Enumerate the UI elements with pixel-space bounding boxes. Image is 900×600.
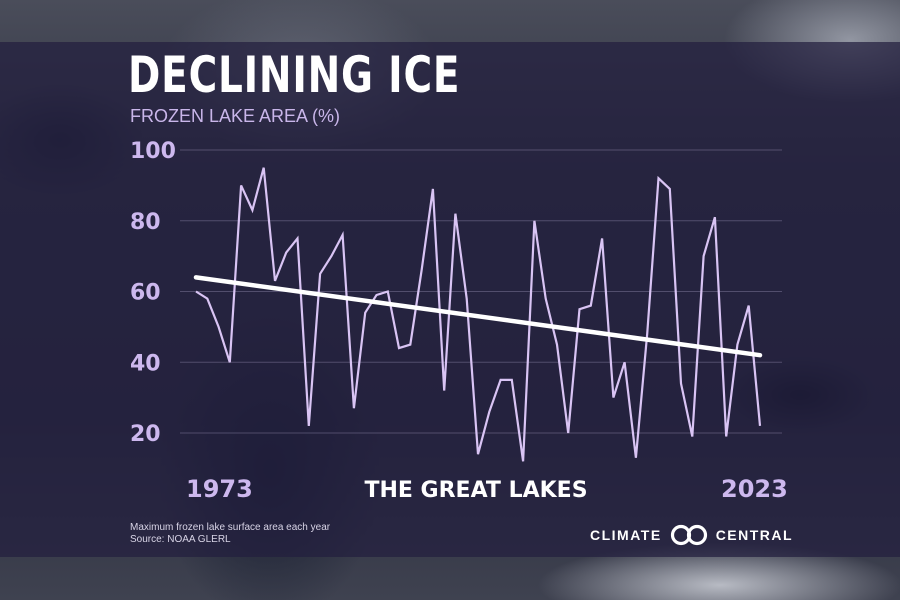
brand-left: CLIMATE: [590, 527, 662, 543]
y-tick-label: 40: [130, 351, 161, 376]
linked-rings-icon: [670, 524, 707, 546]
trend-line: [193, 275, 763, 358]
series-line: [195, 167, 762, 462]
footnote-source: Source: NOAA GLERL: [130, 534, 231, 545]
y-tick-label: 20: [130, 422, 161, 447]
region-label: THE GREAT LAKES: [364, 478, 587, 503]
x-end-label: 2023: [721, 475, 788, 503]
brand-right: CENTRAL: [715, 527, 794, 543]
y-tick-label: 80: [130, 210, 161, 235]
footnote-description: Maximum frozen lake surface area each ye…: [130, 522, 331, 533]
chart-title: DECLINING ICE: [128, 46, 461, 104]
y-tick-label: 100: [130, 139, 176, 164]
brand-logo[interactable]: CLIMATE CENTRAL: [590, 524, 793, 546]
chart-subtitle: FROZEN LAKE AREA (%): [130, 106, 341, 126]
y-tick-label: 60: [130, 281, 161, 306]
x-start-label: 1973: [186, 475, 253, 503]
